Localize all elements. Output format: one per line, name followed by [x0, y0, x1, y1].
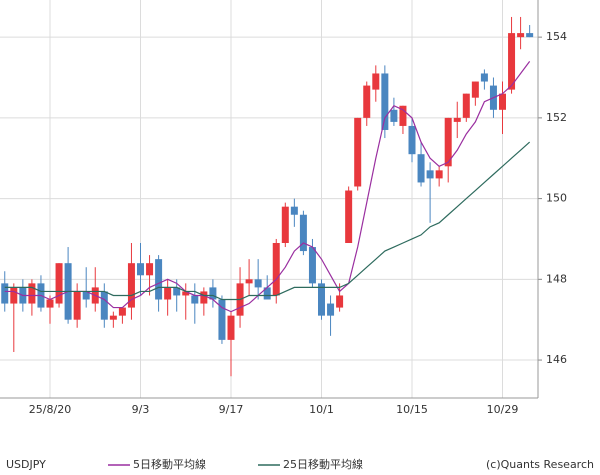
candle-body: [471, 81, 479, 98]
candle-body: [155, 259, 163, 300]
y-tick-label: 150: [546, 192, 567, 205]
candle-body: [164, 287, 172, 300]
candle-body: [390, 109, 398, 122]
candle-body: [308, 247, 316, 284]
candle-body: [254, 279, 262, 288]
candle-body: [381, 73, 389, 130]
candle-body: [272, 242, 280, 296]
candle-body: [100, 291, 108, 320]
candle-body: [173, 287, 181, 296]
candle-body: [137, 263, 144, 276]
candle-body: [399, 105, 407, 126]
candle-body: [462, 93, 470, 118]
candle-body: [526, 33, 534, 38]
moving-average-line: [4, 60, 531, 313]
candle-body: [435, 170, 443, 179]
candle-body: [453, 117, 461, 122]
candle-body: [10, 287, 18, 304]
candle-body: [336, 295, 344, 308]
y-tick-label: 152: [546, 111, 567, 124]
candle-body: [444, 117, 452, 167]
candle-body: [182, 291, 190, 296]
candle-body: [46, 299, 54, 308]
candle-body: [281, 206, 289, 243]
candle-body: [263, 287, 271, 300]
candle-body: [127, 263, 135, 308]
legend-label: 25日移動平均線: [283, 457, 363, 471]
candle-body: [28, 283, 36, 304]
candle-body: [408, 125, 416, 155]
candle-body: [327, 303, 335, 316]
candle-body: [508, 33, 516, 90]
candle-body: [1, 283, 9, 304]
x-tick-label: 9/17: [219, 403, 244, 416]
candle-body: [109, 315, 117, 320]
x-tick-label: 9/3: [132, 403, 150, 416]
candle-body: [480, 73, 488, 82]
y-tick-label: 154: [546, 30, 567, 43]
candle-body: [245, 279, 253, 284]
candle-body: [499, 93, 506, 110]
candle-body: [345, 190, 353, 243]
candle-body: [299, 214, 307, 252]
candle-body: [146, 263, 154, 276]
legend-label: 5日移動平均線: [133, 457, 206, 471]
x-tick-label: 10/15: [396, 403, 428, 416]
y-tick-label: 146: [546, 353, 567, 366]
candle-body: [290, 206, 298, 215]
symbol: USDJPY: [6, 458, 46, 471]
credit: (c)Quants Research: [486, 458, 594, 471]
candle-body: [200, 291, 208, 304]
candle-body: [218, 299, 226, 340]
candle-body: [417, 154, 425, 183]
x-tick-label: 25/8/20: [29, 403, 71, 416]
x-tick-label: 10/1: [309, 403, 334, 416]
candle-body: [209, 287, 217, 300]
candle-body: [118, 307, 126, 316]
candle-body: [318, 283, 325, 316]
candle-body: [191, 295, 199, 304]
y-tick-label: 148: [546, 272, 567, 285]
x-tick-label: 10/29: [487, 403, 519, 416]
candle-body: [73, 291, 81, 320]
moving-average-line: [4, 141, 531, 301]
candle-body: [363, 85, 371, 118]
candle-body: [55, 263, 63, 304]
candle-body: [517, 33, 525, 38]
candle-body: [372, 73, 380, 90]
candle-body: [82, 291, 90, 300]
candle-body: [227, 315, 235, 340]
candle-body: [426, 170, 434, 179]
candle-body: [354, 117, 362, 187]
